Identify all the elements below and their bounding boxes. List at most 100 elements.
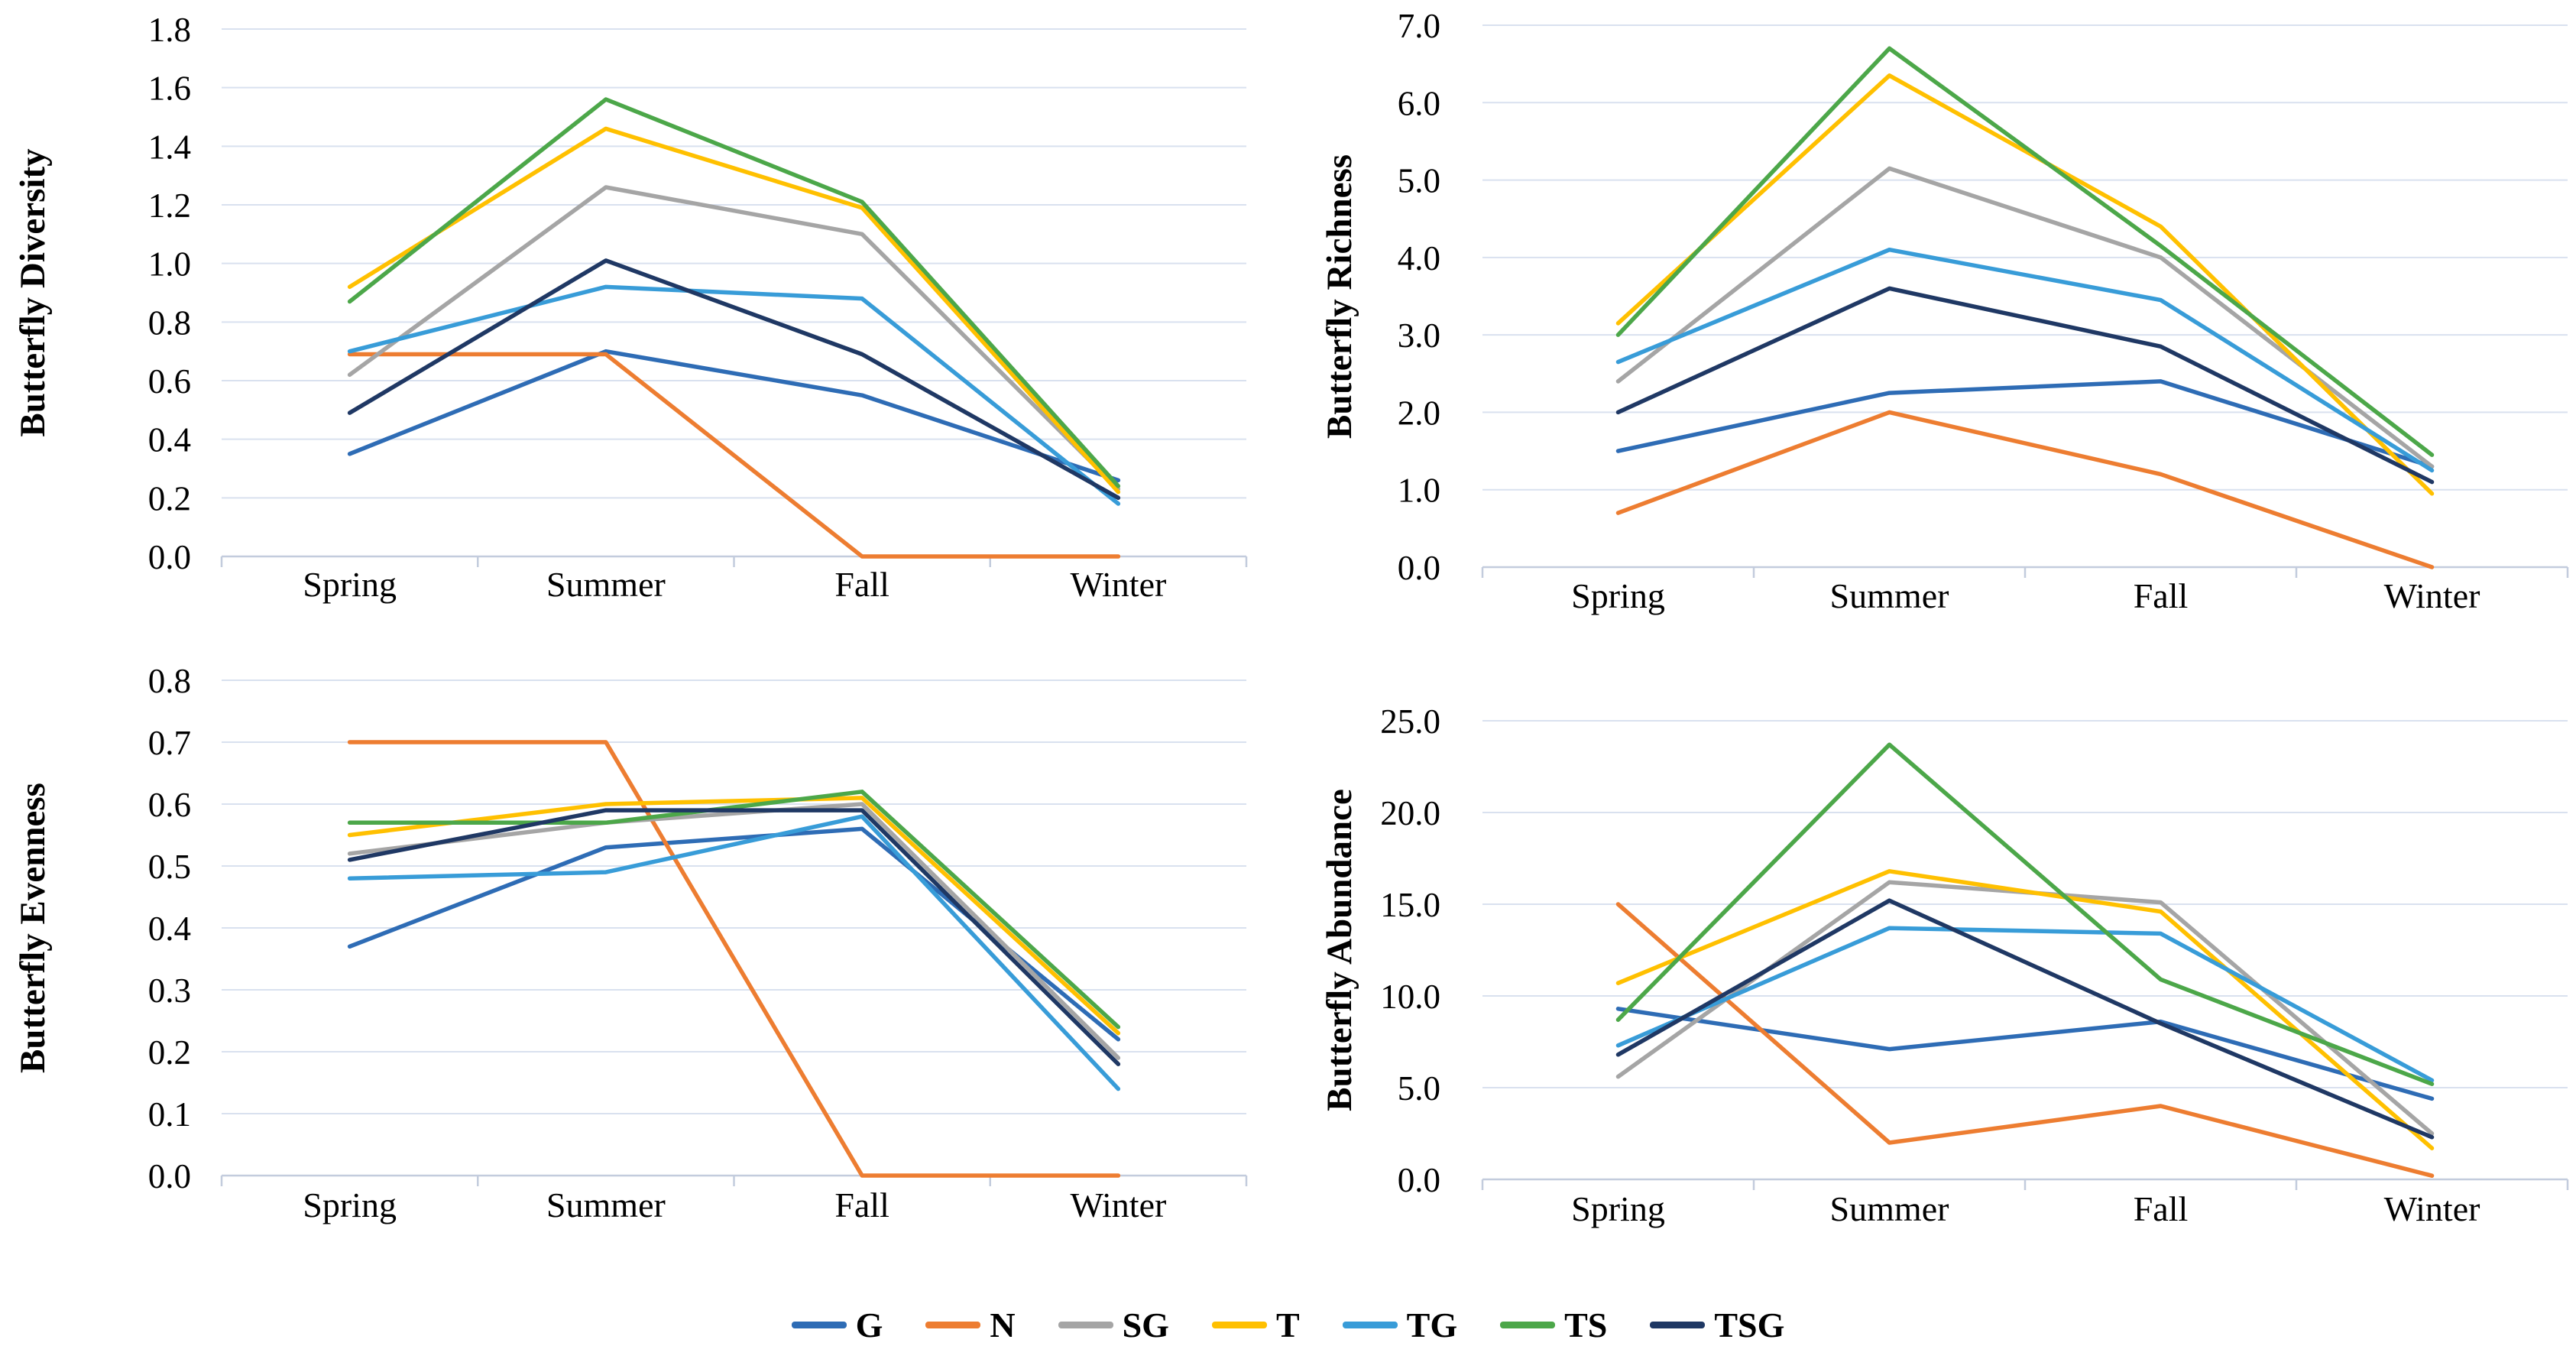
x-category-label: Spring — [1571, 576, 1665, 615]
y-axis-title-abundance: Butterfly Abundance — [1320, 789, 1359, 1111]
legend-item-TS: TS — [1500, 1305, 1607, 1345]
x-category-label: Winter — [1070, 1185, 1166, 1224]
chart-butterfly-richness: 0.0 1.0 2.0 3.0 4.0 5.0 6.0 7.0 Spring Summer Fall… — [1398, 7, 2569, 615]
y-axis-title-richness: Butterfly Richness — [1320, 154, 1359, 439]
legend-label: TS — [1564, 1305, 1608, 1344]
y-tick-label: 0.0 — [1398, 1161, 1440, 1199]
legend-swatch-N — [925, 1321, 981, 1328]
y-tick-label: 0.2 — [148, 479, 191, 517]
y-tick-label: 5.0 — [1398, 162, 1440, 200]
series-line-TSG — [347, 808, 1121, 1066]
y-tick-label: 0.0 — [1398, 549, 1440, 587]
y-tick-label: 0.6 — [148, 786, 191, 824]
x-category-label: Winter — [2384, 1189, 2480, 1228]
x-category-label: Winter — [2384, 576, 2480, 615]
series-line-TSG — [1615, 898, 2435, 1140]
series-line-SG — [1615, 880, 2435, 1136]
y-tick-label: 0.8 — [148, 303, 191, 342]
y-tick-label: 0.6 — [148, 362, 191, 401]
y-tick-label: 1.0 — [1398, 472, 1440, 510]
legend-label: TG — [1406, 1305, 1458, 1344]
series-line-G — [347, 826, 1121, 1042]
y-tick-label: 0.2 — [148, 1033, 191, 1072]
legend-item-SG: SG — [1058, 1305, 1169, 1345]
series-line-TSG — [347, 258, 1121, 501]
y-axis-title-evenness: Butterfly Evenness — [13, 783, 53, 1073]
series-line-TS — [1615, 742, 2435, 1086]
series-line-TG — [1615, 247, 2435, 473]
series-line-G — [1615, 379, 2435, 469]
legend-swatch-TG — [1342, 1321, 1398, 1328]
x-category-label: Summer — [1830, 576, 1949, 615]
y-tick-label: 0.5 — [148, 848, 191, 886]
x-category-label: Fall — [2134, 576, 2189, 615]
legend-item-N: N — [925, 1305, 1016, 1345]
y-tick-label: 3.0 — [1398, 316, 1440, 355]
series-line-TG — [347, 284, 1121, 506]
series-line-SG — [347, 185, 1121, 491]
y-tick-label: 10.0 — [1380, 978, 1440, 1016]
y-tick-label: 1.6 — [148, 70, 191, 108]
y-tick-label: 0.0 — [148, 1157, 191, 1195]
x-category-label: Fall — [2134, 1189, 2189, 1228]
chart-butterfly-abundance: 0.0 5.0 10.0 15.0 20.0 25.0 Spring Summer Fall Wi… — [1380, 702, 2569, 1228]
y-tick-label: 0.7 — [148, 724, 191, 762]
y-tick-label: 20.0 — [1380, 794, 1440, 832]
x-category-label: Summer — [546, 565, 666, 604]
y-tick-label: 0.1 — [148, 1095, 191, 1134]
y-tick-label: 0.0 — [148, 538, 191, 576]
series-line-G — [1615, 1007, 2435, 1101]
legend-item-TG: TG — [1342, 1305, 1458, 1345]
legend-item-TSG: TSG — [1650, 1305, 1784, 1345]
y-tick-label: 1.0 — [148, 245, 191, 284]
y-axis-title-diversity: Butterfly Diversity — [13, 148, 53, 437]
series-line-TS — [1615, 46, 2435, 457]
y-tick-label: 4.0 — [1398, 239, 1440, 277]
x-category-label: Fall — [834, 1185, 889, 1224]
series-line-G — [347, 349, 1121, 483]
x-category-label: Fall — [834, 565, 889, 604]
y-tick-label: 1.8 — [148, 11, 191, 49]
legend-swatch-TS — [1500, 1321, 1556, 1328]
series-line-TG — [1615, 926, 2435, 1083]
series-line-TSG — [1615, 286, 2435, 485]
y-tick-label: 1.2 — [148, 187, 191, 225]
x-category-label: Spring — [303, 565, 397, 604]
chart-butterfly-evenness: 0.0 0.1 0.2 0.3 0.4 0.5 0.6 0.7 0.8 Spring Summer F… — [148, 662, 1248, 1224]
x-category-label: Summer — [546, 1185, 666, 1224]
legend-swatch-G — [791, 1321, 847, 1328]
legend: G N SG T TG TS TSG — [0, 1298, 2576, 1351]
y-tick-label: 2.0 — [1398, 394, 1440, 432]
y-tick-label: 25.0 — [1380, 702, 1440, 741]
series-line-TS — [347, 97, 1121, 488]
series-line-N — [347, 352, 1121, 559]
series-line-T — [347, 796, 1121, 1036]
series-line-N — [1615, 902, 2435, 1178]
series-line-T — [347, 126, 1121, 495]
y-tick-label: 0.4 — [148, 421, 191, 459]
legend-item-G: G — [791, 1305, 883, 1345]
series-line-N — [1615, 410, 2435, 569]
series-line-N — [347, 740, 1121, 1178]
y-tick-label: 1.4 — [148, 128, 191, 166]
legend-label: SG — [1122, 1305, 1169, 1344]
legend-label: G — [855, 1305, 883, 1344]
y-tick-label: 0.3 — [148, 971, 191, 1010]
series-line-T — [1615, 73, 2435, 496]
y-tick-label: 5.0 — [1398, 1069, 1440, 1108]
legend-swatch-T — [1211, 1321, 1267, 1328]
legend-label: TSG — [1714, 1305, 1785, 1344]
series-line-SG — [347, 802, 1121, 1060]
series-line-TS — [347, 790, 1121, 1030]
legend-swatch-TSG — [1650, 1321, 1706, 1328]
legend-label: N — [990, 1305, 1016, 1344]
x-category-label: Spring — [303, 1185, 397, 1224]
x-category-label: Spring — [1571, 1189, 1665, 1228]
series-line-TG — [347, 814, 1121, 1091]
y-tick-label: 0.8 — [148, 662, 191, 700]
legend-swatch-SG — [1058, 1321, 1113, 1328]
y-tick-label: 15.0 — [1380, 886, 1440, 924]
x-category-label: Summer — [1830, 1189, 1949, 1228]
